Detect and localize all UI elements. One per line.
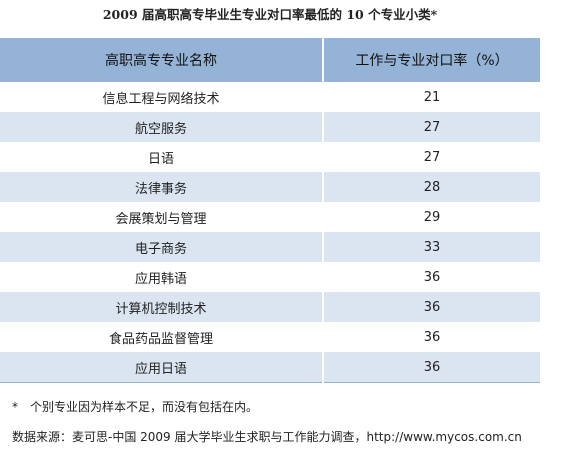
table-row: 法律事务 28: [0, 172, 540, 202]
table-row: 电子商务 33: [0, 232, 540, 262]
source-note: 数据来源：麦可思-中国 2009 届大学毕业生求职与工作能力调查，http://…: [12, 430, 522, 444]
rate-cell: 33: [323, 232, 540, 262]
major-cell: 计算机控制技术: [0, 292, 324, 322]
rate-cell: 36: [323, 292, 540, 322]
table-row: 日语 27: [0, 142, 540, 172]
rate-cell: 36: [423, 329, 441, 345]
table-row: 应用韩语 36: [0, 262, 540, 292]
table-row: 应用日语 36: [0, 352, 540, 383]
major-cell: 日语: [0, 142, 324, 172]
major-cell: 信息工程与网络技术: [0, 82, 324, 112]
table-row: 计算机控制技术 36: [0, 292, 540, 322]
major-cell: 应用韩语: [0, 262, 324, 292]
rate-cell: 36: [423, 269, 441, 285]
footnote: * 个别专业因为样本不足，而没有包括在内。: [12, 400, 259, 414]
table-row: 会展策划与管理 29: [0, 202, 540, 232]
header-cell: 工作与专业对口率（%）: [323, 38, 540, 82]
major-cell: 食品药品监督管理: [0, 322, 324, 352]
rate-cell: 27: [423, 149, 441, 165]
major-cell: 航空服务: [0, 112, 324, 142]
major-cell: 电子商务: [0, 232, 324, 262]
header-cell: 高职高专专业名称: [0, 38, 324, 82]
rate-cell: 36: [323, 352, 540, 383]
rate-cell: 28: [323, 172, 540, 202]
major-cell: 应用日语: [0, 352, 324, 383]
table-row: 信息工程与网络技术 21: [0, 82, 540, 112]
rate-cell: 29: [423, 209, 441, 225]
data-table: 高职高专专业名称 工作与专业对口率（%） 信息工程与网络技术 21 航空服务 27 日语…: [0, 38, 540, 383]
table-body: 信息工程与网络技术 21 航空服务 27 日语 27 法律事务 28 会展策划与管理 29 电子商务…: [0, 82, 540, 383]
header-row: 高职高专专业名称 工作与专业对口率（%）: [0, 38, 540, 82]
major-cell: 法律事务: [0, 172, 324, 202]
rate-cell: 27: [323, 112, 540, 142]
table-row: 食品药品监督管理 36: [0, 322, 540, 352]
rate-cell: 21: [423, 89, 441, 105]
table-row: 航空服务 27: [0, 112, 540, 142]
table-title: 2009 届高职高专毕业生专业对口率最低的 10 个专业小类*: [102, 7, 438, 22]
major-cell: 会展策划与管理: [0, 202, 324, 232]
